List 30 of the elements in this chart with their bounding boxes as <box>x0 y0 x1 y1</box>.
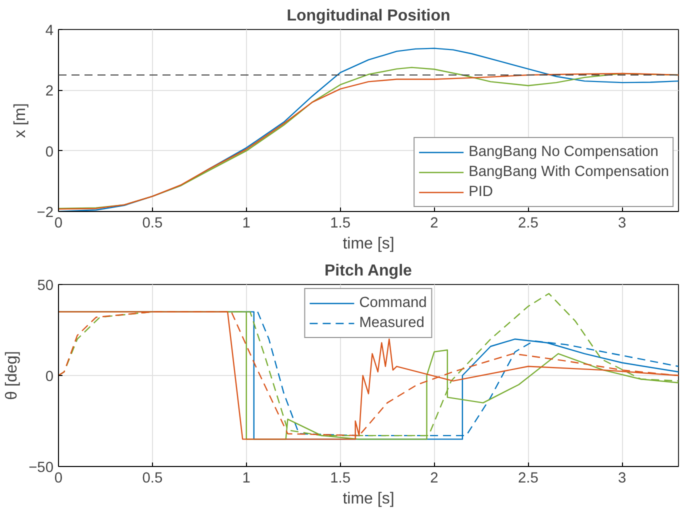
legend-label: Command <box>359 295 427 311</box>
x-tick-label: 0.5 <box>142 216 163 232</box>
y-tick-label: −2 <box>36 205 54 221</box>
legend-label: Measured <box>359 315 424 331</box>
x-tick-label: 1 <box>242 216 250 232</box>
x-tick-label: 1 <box>242 470 250 486</box>
legend-label: PID <box>468 184 494 200</box>
x-tick-label: 0.5 <box>142 470 163 486</box>
y-tick-label: 4 <box>45 23 54 39</box>
y-tick-label: 0 <box>45 369 54 385</box>
x-tick-label: 1.5 <box>330 216 351 232</box>
x-tick-label: 3 <box>618 470 626 486</box>
x-tick-label: 2.5 <box>518 470 538 486</box>
y-axis-title: θ [deg] <box>4 351 21 400</box>
x-tick-label: 2 <box>430 216 438 232</box>
y-tick-label: −50 <box>28 460 54 476</box>
x-tick-label: 1.5 <box>330 470 351 486</box>
y-tick-label: 0 <box>45 144 54 160</box>
chart-title: Pitch Angle <box>324 262 412 280</box>
y-axis-title: x [m] <box>12 103 29 138</box>
y-tick-label: 2 <box>45 84 54 100</box>
x-axis-title: time [s] <box>342 490 394 508</box>
x-tick-label: 2.5 <box>518 216 538 232</box>
chart-title: Longitudinal Position <box>286 8 450 24</box>
x-axis-title: time [s] <box>342 236 394 252</box>
legend-label: BangBang No Compensation <box>468 144 658 160</box>
x-tick-label: 3 <box>618 216 626 232</box>
y-tick-label: 50 <box>37 278 54 294</box>
x-tick-label: 2 <box>430 470 438 486</box>
legend-label: BangBang With Compensation <box>468 164 669 180</box>
